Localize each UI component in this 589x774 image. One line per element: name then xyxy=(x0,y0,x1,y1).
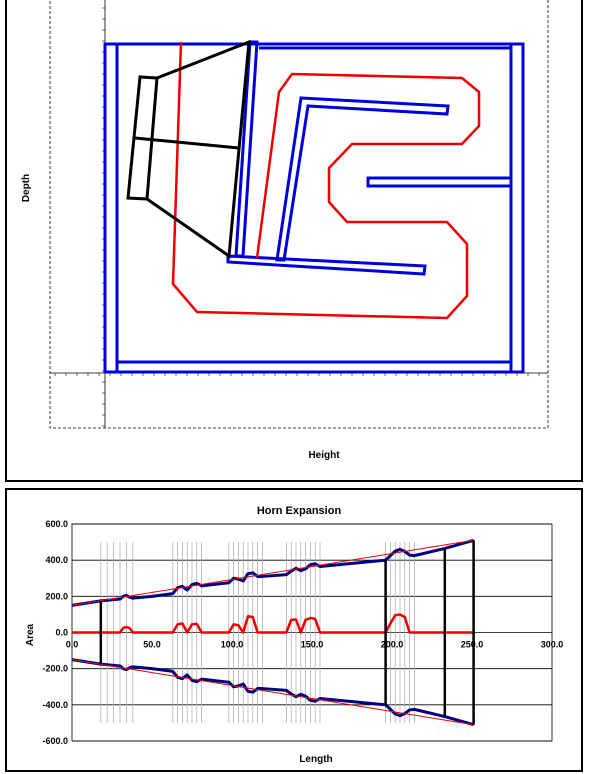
y-tick-label: 0.0 xyxy=(55,628,68,638)
series-line xyxy=(72,613,474,634)
cabinet-layout-svg: Height Depth xyxy=(21,0,549,461)
driver-outline xyxy=(126,39,251,259)
x-tick-label: 100.0 xyxy=(221,640,244,650)
section-boundaries xyxy=(99,540,475,725)
x-tick-label: 150.0 xyxy=(301,640,324,650)
horn-expansion-chart: Horn Expansion 600.0 400.0 200.0 0.0 -200.0 -… xyxy=(5,488,583,772)
driver-center-line xyxy=(134,136,240,150)
horn-expansion-svg: Horn Expansion 600.0 400.0 200.0 0.0 -200.0 -… xyxy=(25,505,563,765)
enclosure-walls xyxy=(103,40,525,374)
y-tick-label: 600.0 xyxy=(45,519,68,529)
middle-baffle xyxy=(275,96,450,262)
y-tick-label: -600.0 xyxy=(42,736,68,746)
x-tick-label: 250.0 xyxy=(461,640,484,650)
x-tick-label: 50.0 xyxy=(143,640,161,650)
tick-labels: 600.0 400.0 200.0 0.0 -200.0 -400.0 -600.0 0.0 5… xyxy=(42,519,563,746)
y-axis-label: Area xyxy=(25,623,36,646)
y-tick-label: 200.0 xyxy=(45,591,68,601)
outer-wall xyxy=(103,42,525,374)
series-line xyxy=(71,659,474,726)
y-tick-label: 400.0 xyxy=(45,555,68,565)
y-axis-label: Depth xyxy=(21,174,32,202)
right-baffle xyxy=(366,176,513,188)
x-axis-label: Height xyxy=(308,450,340,461)
plot-area-frame xyxy=(49,0,549,429)
driver-cone xyxy=(126,39,251,259)
cabinet-layout-chart: Height Depth xyxy=(5,0,583,482)
y-tick-label: -200.0 xyxy=(42,664,68,674)
y-tick-label: -400.0 xyxy=(42,700,68,710)
x-tick-label: 300.0 xyxy=(541,640,564,650)
x-tick-label: 0.0 xyxy=(66,640,79,650)
horn-path xyxy=(171,41,481,320)
chart-title: Horn Expansion xyxy=(257,505,342,517)
series-layer xyxy=(71,538,475,727)
series-line xyxy=(71,539,474,606)
x-tick-label: 200.0 xyxy=(381,640,404,650)
lower-baffle xyxy=(226,254,427,276)
x-axis-label: Length xyxy=(299,754,332,765)
